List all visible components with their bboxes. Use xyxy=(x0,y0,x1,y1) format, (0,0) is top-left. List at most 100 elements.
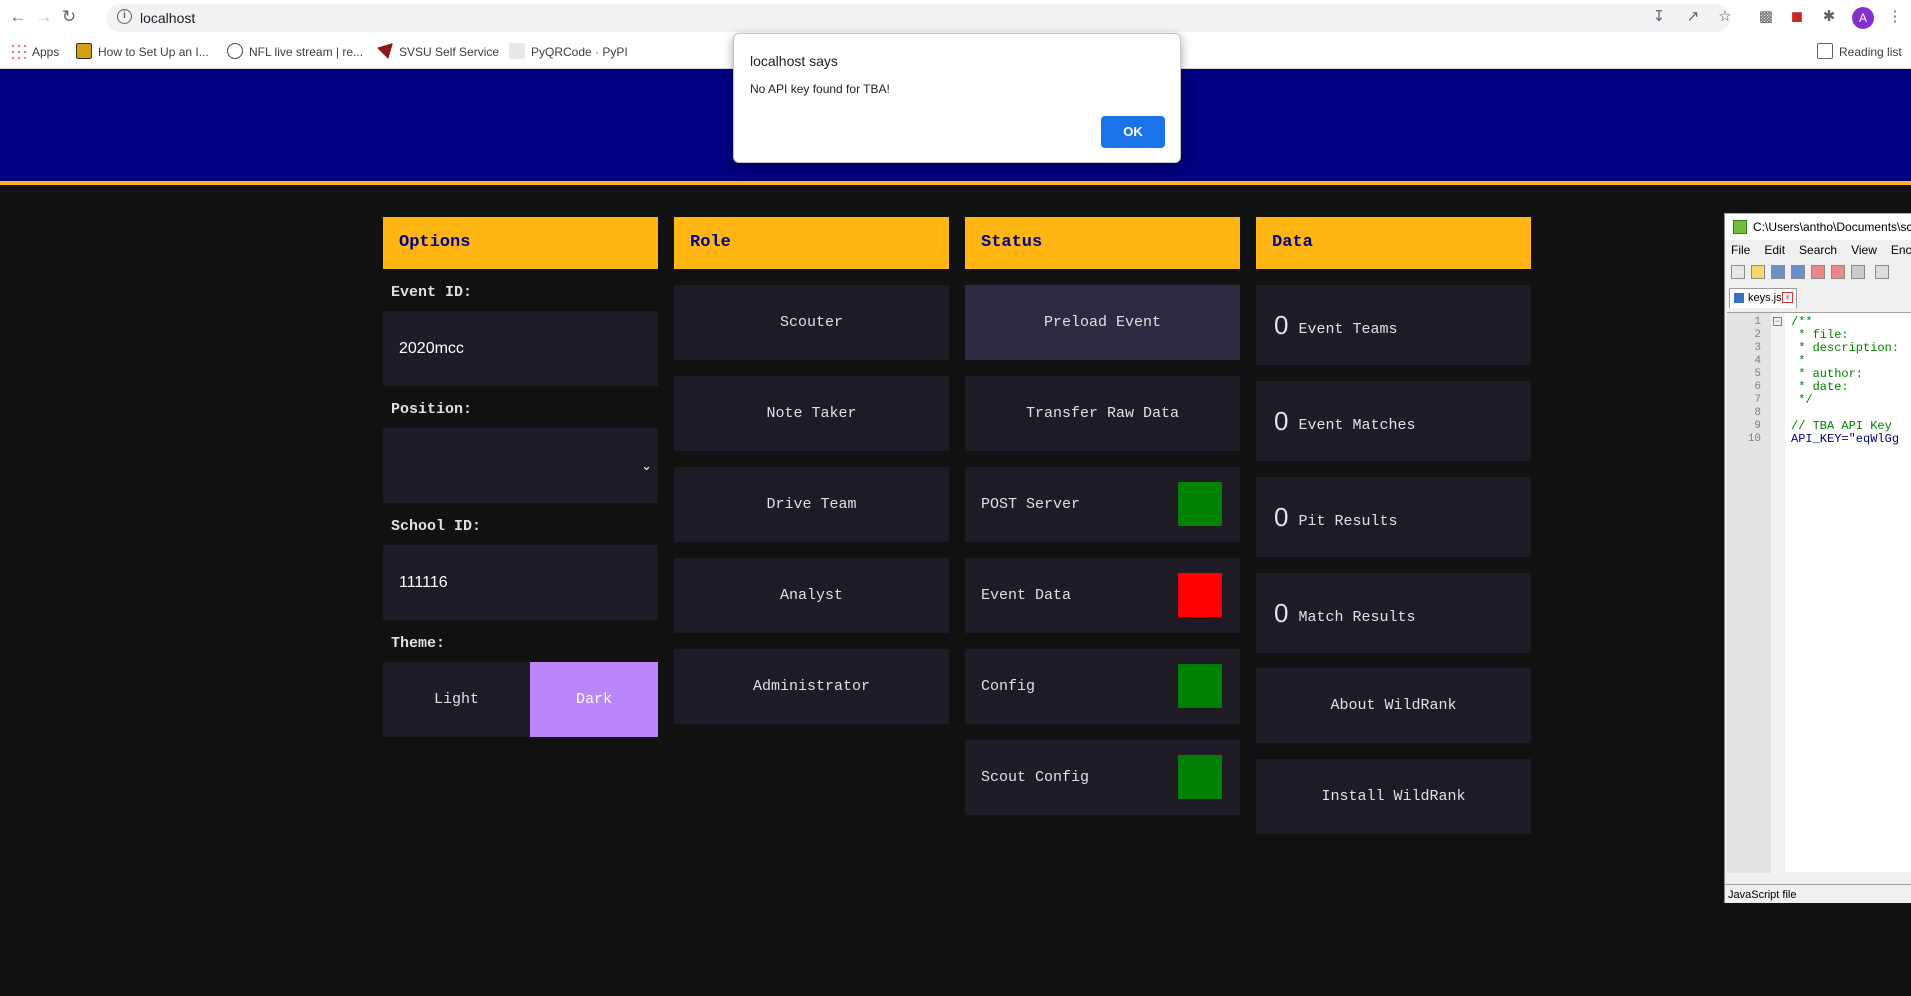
editor-status-bar: JavaScript file xyxy=(1725,884,1911,903)
extension-icon[interactable]: ▩ xyxy=(1758,8,1774,25)
browser-toolbar: ← → ↻ i localhost ↧ ↗ ☆ ▩ ◼ ✱ A ⋮ xyxy=(0,0,1911,35)
menu-file[interactable]: File xyxy=(1731,243,1751,257)
menu-edit[interactable]: Edit xyxy=(1764,243,1786,257)
reload-icon[interactable]: ↻ xyxy=(61,7,77,26)
school-id-label: School ID: xyxy=(391,518,482,535)
school-id-field[interactable]: 111116 xyxy=(383,545,658,620)
bookmark-item[interactable]: How to Set Up an I... xyxy=(76,42,209,62)
match-results-tile[interactable]: 0 Match Results xyxy=(1256,573,1531,653)
install-app-icon[interactable]: ↧ xyxy=(1652,8,1666,25)
theme-light-button[interactable]: Light xyxy=(383,662,530,737)
tab-keys-js[interactable]: keys.js × xyxy=(1729,288,1797,308)
event-matches-tile[interactable]: 0 Event Matches xyxy=(1256,381,1531,461)
notepad-icon xyxy=(1733,220,1747,234)
bookmark-apps[interactable]: Apps xyxy=(10,42,59,62)
banner-divider xyxy=(0,181,1911,185)
back-icon[interactable]: ← xyxy=(9,7,27,26)
address-url[interactable]: localhost xyxy=(140,10,196,26)
puzzle-icon[interactable]: ✱ xyxy=(1822,8,1836,25)
editor-menu-bar: File Edit Search View Enco xyxy=(1725,240,1911,260)
site-info-icon[interactable]: i xyxy=(117,9,132,24)
code-line: */ xyxy=(1791,393,1813,407)
status-indicator xyxy=(1178,755,1222,799)
role-note-taker-button[interactable]: Note Taker xyxy=(674,376,949,451)
preload-event-button[interactable]: Preload Event xyxy=(965,285,1240,360)
file-icon xyxy=(1734,293,1744,303)
close-tab-icon[interactable]: × xyxy=(1782,292,1793,303)
menu-search[interactable]: Search xyxy=(1799,243,1838,257)
count-label: Event Matches xyxy=(1298,416,1416,434)
count-value: 0 xyxy=(1274,309,1289,340)
role-analyst-button[interactable]: Analyst xyxy=(674,558,949,633)
code-editor[interactable]: − 1 /** 2 * file: 3 * description: 4 * 5 * au… xyxy=(1727,312,1911,873)
menu-view[interactable]: View xyxy=(1851,243,1877,257)
status-label: Config xyxy=(981,678,1036,695)
code-line: * file: xyxy=(1791,328,1849,342)
line-number: 1 xyxy=(1754,316,1761,328)
close-all-icon[interactable] xyxy=(1831,265,1845,279)
alert-dialog: localhost says No API key found for TBA!… xyxy=(733,33,1181,163)
share-icon[interactable]: ↗ xyxy=(1686,8,1700,25)
role-scouter-button[interactable]: Scouter xyxy=(674,285,949,360)
save-icon[interactable] xyxy=(1771,265,1785,279)
count-value: 0 xyxy=(1274,501,1289,532)
event-teams-tile[interactable]: 0 Event Teams xyxy=(1256,285,1531,365)
role-drive-team-button[interactable]: Drive Team xyxy=(674,467,949,542)
bookmark-item[interactable]: PyQRCode · PyPI xyxy=(509,42,628,62)
fold-margin: − xyxy=(1771,313,1785,873)
open-file-icon[interactable] xyxy=(1751,265,1765,279)
editor-title-bar: C:\Users\antho\Documents\sc xyxy=(1725,214,1911,240)
code-line: * author: xyxy=(1791,367,1864,381)
cardinal-icon xyxy=(377,43,393,59)
menu-encoding[interactable]: Enco xyxy=(1890,243,1911,257)
editor-window: C:\Users\antho\Documents\sc File Edit Sear… xyxy=(1724,213,1911,903)
reading-list-icon xyxy=(1817,43,1833,59)
install-wildrank-button[interactable]: Install WildRank xyxy=(1256,759,1531,834)
transfer-raw-data-button[interactable]: Transfer Raw Data xyxy=(965,376,1240,451)
role-header: Role xyxy=(674,217,949,269)
pypi-icon xyxy=(509,43,525,59)
forward-icon[interactable]: → xyxy=(35,7,53,26)
about-wildrank-button[interactable]: About WildRank xyxy=(1256,668,1531,743)
bookmark-item[interactable]: NFL live stream | re... xyxy=(227,42,363,62)
line-number: 10 xyxy=(1747,433,1761,445)
close-file-icon[interactable] xyxy=(1811,265,1825,279)
pit-results-tile[interactable]: 0 Pit Results xyxy=(1256,477,1531,557)
line-number: 7 xyxy=(1754,394,1761,406)
dialog-ok-button[interactable]: OK xyxy=(1101,116,1165,148)
save-all-icon[interactable] xyxy=(1791,265,1805,279)
count-label: Match Results xyxy=(1298,608,1416,626)
address-bar[interactable]: i localhost xyxy=(106,4,1730,32)
theme-dark-button[interactable]: Dark xyxy=(530,662,658,737)
role-administrator-button[interactable]: Administrator xyxy=(674,649,949,724)
status-event-data: Event Data xyxy=(965,558,1240,633)
count-label: Pit Results xyxy=(1298,512,1398,530)
dialog-message: No API key found for TBA! xyxy=(750,82,890,96)
data-header: Data xyxy=(1256,217,1531,269)
ublock-icon[interactable]: ◼ xyxy=(1790,8,1804,25)
cut-icon[interactable] xyxy=(1875,265,1889,279)
position-select[interactable]: ⌄ xyxy=(383,428,658,503)
reading-list-button[interactable]: Reading list xyxy=(1817,42,1902,62)
line-number: 4 xyxy=(1754,355,1761,367)
bookmark-item[interactable]: SVSU Self Service xyxy=(377,42,499,62)
profile-avatar[interactable]: A xyxy=(1852,7,1874,29)
status-post-server: POST Server xyxy=(965,467,1240,542)
editor-title: C:\Users\antho\Documents\sc xyxy=(1753,220,1911,234)
print-icon[interactable] xyxy=(1851,265,1865,279)
dialog-title: localhost says xyxy=(750,53,838,69)
line-number: 8 xyxy=(1754,407,1761,419)
status-indicator xyxy=(1178,573,1222,617)
status-label: Event Data xyxy=(981,587,1072,604)
fold-minus-icon[interactable]: − xyxy=(1773,316,1782,326)
count-label: Event Teams xyxy=(1298,320,1398,338)
editor-toolbar xyxy=(1725,260,1911,284)
line-number: 3 xyxy=(1754,342,1761,354)
code-line: // TBA API Key xyxy=(1791,419,1892,433)
menu-icon[interactable]: ⋮ xyxy=(1887,8,1903,25)
new-file-icon[interactable] xyxy=(1731,265,1745,279)
status-label: POST Server xyxy=(981,496,1081,513)
line-number: 2 xyxy=(1754,329,1761,341)
event-id-field[interactable]: 2020mcc xyxy=(383,311,658,386)
bookmark-star-icon[interactable]: ☆ xyxy=(1718,8,1732,25)
